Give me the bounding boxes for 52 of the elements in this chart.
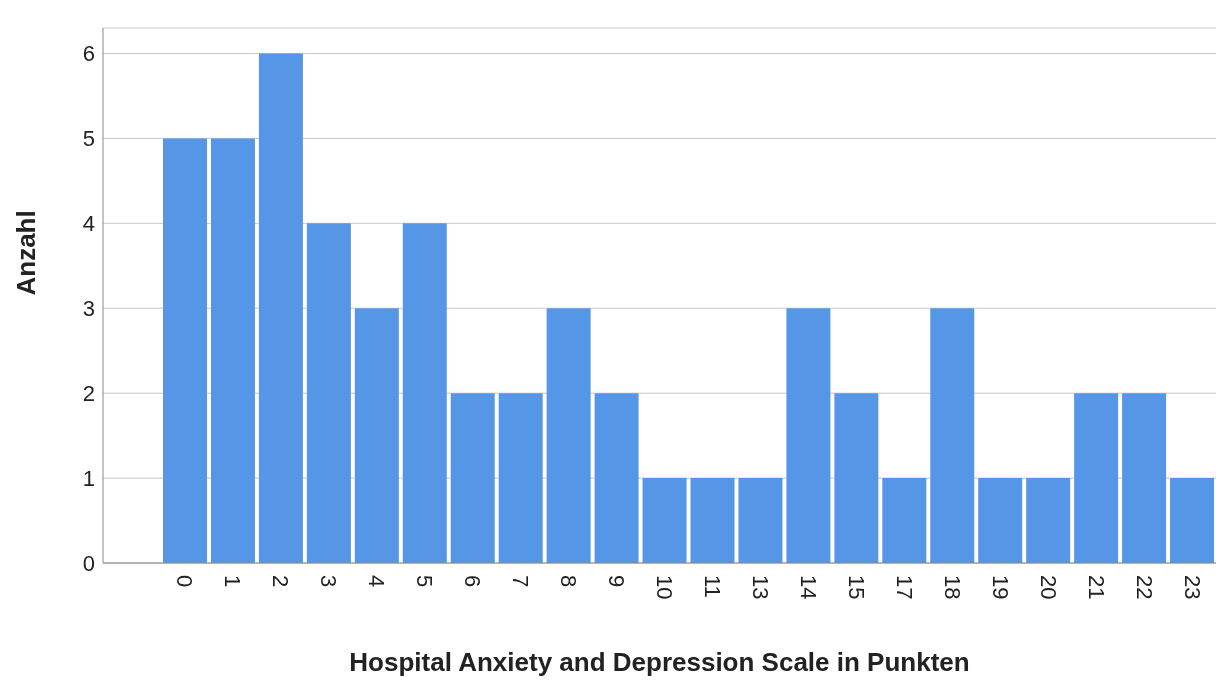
bar: [354, 308, 399, 563]
bar: [546, 308, 591, 563]
bar: [210, 138, 255, 563]
bar: [594, 393, 639, 563]
y-tick-label: 3: [82, 296, 95, 322]
x-tick-label: 22: [1131, 575, 1157, 600]
y-tick-label: 2: [82, 380, 95, 406]
x-tick-label: 15: [843, 575, 869, 600]
bar: [1122, 393, 1167, 563]
x-tick-label: 19: [987, 575, 1013, 600]
x-tick-label: 13: [747, 575, 773, 600]
x-tick-label: 20: [1035, 575, 1061, 600]
x-tick-label: 21: [1083, 575, 1109, 600]
bar: [258, 53, 303, 563]
bar: [882, 478, 927, 563]
bar: [642, 478, 687, 563]
x-tick-label: 18: [939, 575, 965, 600]
y-tick-label: 4: [82, 211, 95, 237]
x-tick-label: 5: [412, 575, 438, 588]
bar: [1074, 393, 1119, 563]
x-tick-label: 11: [699, 575, 725, 598]
y-axis-title: Anzahl: [11, 210, 42, 296]
y-tick-label: 6: [82, 41, 95, 67]
x-tick-label: 14: [795, 575, 821, 600]
x-tick-label: 6: [460, 575, 486, 588]
x-axis-title: Hospital Anxiety and Depression Scale in Punkten: [349, 647, 970, 677]
bar: [930, 308, 975, 563]
bar: [1026, 478, 1071, 563]
x-tick-label: 9: [604, 575, 630, 588]
bar: [450, 393, 495, 563]
bar: [978, 478, 1023, 563]
x-tick-label: 4: [364, 575, 390, 588]
x-tick-label: 10: [652, 575, 678, 600]
bar: [402, 223, 447, 563]
x-tick-label: 17: [891, 575, 917, 600]
x-tick-label: 2: [268, 575, 294, 588]
bar: [834, 393, 879, 563]
y-tick-label: 5: [82, 126, 95, 152]
bar: [1170, 478, 1215, 563]
bar: [163, 138, 207, 563]
bar: [738, 478, 783, 563]
y-tick-label: 1: [82, 465, 95, 491]
bar: [498, 393, 543, 563]
x-tick-label: 23: [1179, 575, 1205, 600]
x-tick-label: 7: [508, 575, 534, 588]
bar: [786, 308, 831, 563]
bar: [306, 223, 351, 563]
bar: [690, 478, 735, 563]
x-tick-label: 3: [316, 575, 342, 588]
x-tick-label: 8: [556, 575, 582, 588]
x-tick-label: 0: [172, 575, 198, 588]
x-tick-label: 1: [220, 575, 246, 588]
